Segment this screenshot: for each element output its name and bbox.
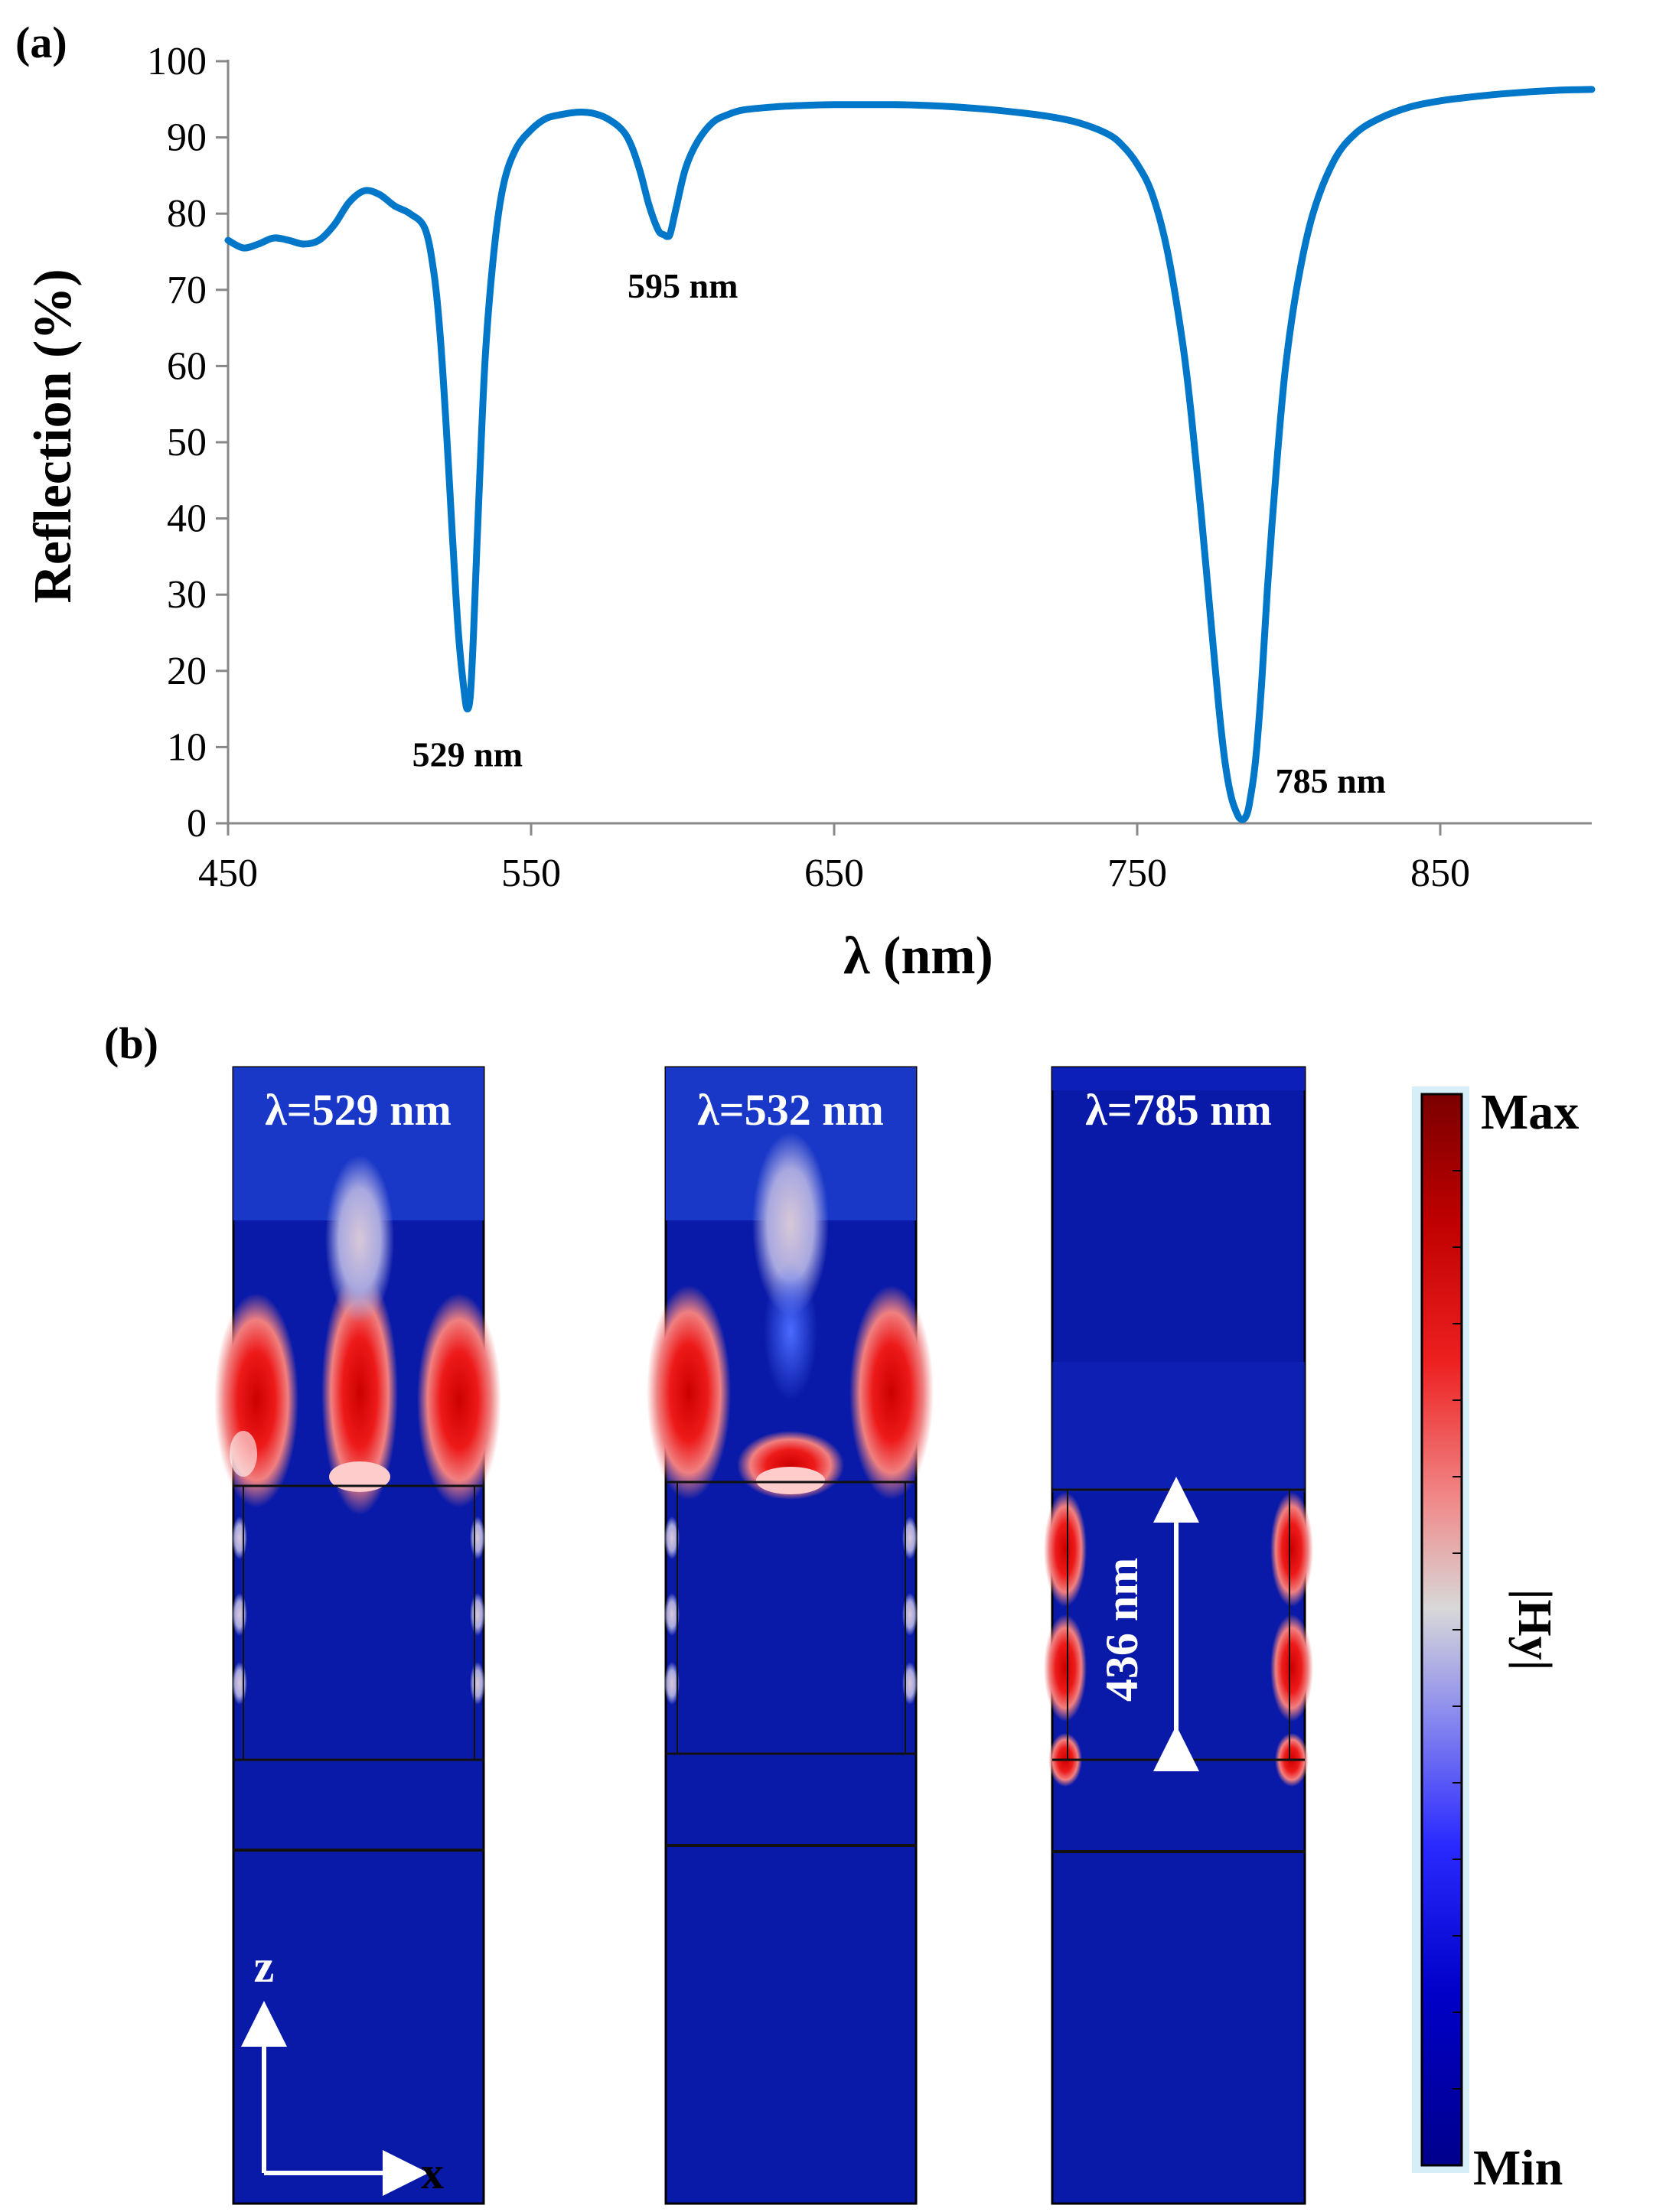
- axis-z-label: z: [254, 1941, 275, 1992]
- field-map-529: λ=529 nm z x: [214, 1066, 501, 2205]
- y-tick-label: 20: [167, 650, 207, 693]
- reflection-chart: 0 10 20 30 40 50 60 70 80 90 100 450 550 650 750 850 5…: [24, 40, 1596, 985]
- map-title-785: λ=785 nm: [1085, 1085, 1272, 1135]
- axis-x-label: x: [421, 2148, 444, 2198]
- annotation-label: 529 nm: [412, 735, 523, 774]
- field-map-532: λ=532 nm: [647, 1066, 934, 2205]
- colorbar-quantity-label: |Hy|: [1508, 1589, 1560, 1671]
- x-tick-label: 750: [1107, 852, 1167, 895]
- map-title-532: λ=532 nm: [697, 1085, 884, 1135]
- y-tick-label: 100: [147, 40, 207, 83]
- x-tick-label: 650: [804, 852, 864, 895]
- panel-b-label: (b): [104, 1018, 158, 1068]
- y-axis-label: Reflection (%): [24, 269, 83, 603]
- y-tick-label: 30: [167, 573, 207, 617]
- x-axis: 450 550 650 750 850: [198, 822, 1592, 895]
- series-group: [224, 86, 1596, 823]
- y-tick-label: 50: [167, 421, 207, 464]
- y-axis: 0 10 20 30 40 50 60 70 80 90 100: [147, 40, 230, 845]
- x-axis-label: λ (nm): [843, 927, 993, 985]
- colorbar: Max Min |Hy|: [1412, 1084, 1579, 2196]
- dimension-label: 436 nm: [1097, 1558, 1147, 1702]
- colorbar-min-label: Min: [1473, 2140, 1563, 2196]
- series-line-reflection: [224, 86, 1596, 823]
- y-tick-label: 60: [167, 344, 207, 388]
- field-maps: λ=529 nm z x λ=532 nm: [214, 1066, 1579, 2205]
- x-tick-label: 450: [198, 852, 258, 895]
- field-map-785: 436 nm λ=785 nm: [1044, 1066, 1313, 2205]
- y-tick-label: 80: [167, 192, 207, 236]
- colorbar-max-label: Max: [1481, 1084, 1579, 1140]
- map-title-529: λ=529 nm: [265, 1085, 452, 1135]
- y-tick-label: 70: [167, 269, 207, 312]
- y-tick-label: 90: [167, 116, 207, 160]
- y-tick-label: 10: [167, 725, 207, 769]
- annotations: 529 nm 595 nm 785 nm: [412, 266, 1386, 800]
- annotation-label: 595 nm: [628, 266, 738, 305]
- y-tick-label: 0: [187, 802, 207, 845]
- x-tick-label: 850: [1410, 852, 1470, 895]
- annotation-label: 785 nm: [1276, 761, 1386, 800]
- panel-a-label: (a): [15, 18, 67, 67]
- y-tick-label: 40: [167, 497, 207, 541]
- x-tick-label: 550: [501, 852, 561, 895]
